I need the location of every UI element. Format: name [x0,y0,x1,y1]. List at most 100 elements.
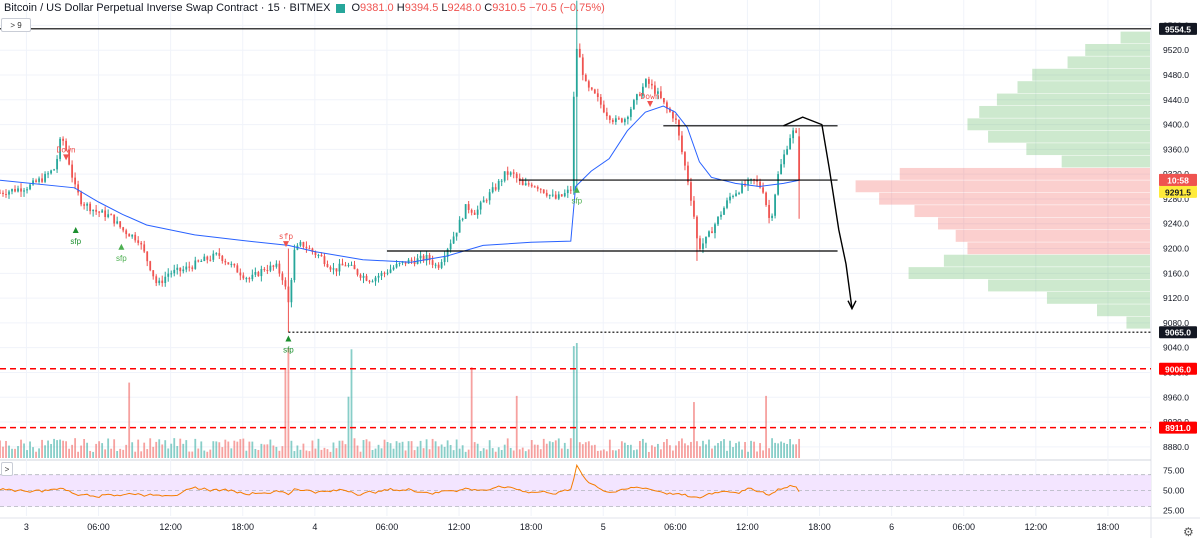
candle-body [635,94,638,101]
volume-bar [224,439,227,458]
candle-body [233,263,236,266]
candle-body [638,94,641,96]
volume-bar [59,439,61,458]
candle-body [38,178,40,182]
candle-body [729,196,731,201]
volume-bar [29,441,31,458]
candle-body [675,118,677,120]
rsi-tick-label: 50.00 [1163,486,1185,496]
volume-bar [362,440,365,458]
candle-body [110,214,113,216]
marker-label: Down [640,92,659,101]
volume-bar [185,440,188,458]
candle-body [89,203,92,212]
volume-bar [473,442,476,458]
volume-bar [729,440,731,458]
volume-bar [116,451,119,458]
volume-bar [251,441,254,458]
volume-bar [332,442,335,458]
volume-bar [542,438,545,458]
candle-body [771,215,773,218]
candle-body [524,183,527,186]
volume-bar [32,447,34,458]
gear-icon[interactable]: ⚙ [1183,525,1194,539]
volume-bar [554,440,557,458]
volume-bar [380,448,383,458]
y-tick-label: 9480.0 [1163,70,1189,80]
vwap-line [0,105,800,263]
volume-bar [723,439,725,458]
candle-body [696,216,698,239]
candle-body [68,149,70,165]
candle-body [530,184,533,187]
volume-bar [290,440,293,458]
volume-bar [0,440,1,458]
volume-bar [771,438,773,458]
x-tick-label: 06:00 [87,522,110,532]
volume-bar [485,449,488,458]
volume-bar [41,439,43,458]
volume-bar [419,440,422,458]
candle-body [780,164,782,175]
volume-bar [173,438,176,458]
price-tag-bg [1159,22,1197,35]
volume-bar [62,440,64,458]
rsi-expand-button[interactable]: > [1,462,13,476]
candle-body [759,181,761,188]
volume-bar [320,449,323,458]
projection-arrow-line [783,116,853,309]
candle-body [795,130,798,133]
volume-bar [669,445,671,458]
candle-body [347,264,350,266]
down-marker [647,101,654,108]
volume-bar [690,441,692,458]
candle-body [191,267,194,269]
volume-bar [515,395,518,458]
candle-body [116,221,119,224]
volume-bar [8,445,10,458]
volume-bar [107,438,110,458]
volume-bar [786,443,788,458]
volume-bar [675,445,677,458]
volume-bar [86,442,89,458]
candle-body [648,79,650,84]
candle-body [440,262,443,268]
candle-body [458,219,461,233]
volume-bar [470,367,473,458]
x-tick-label: 12:00 [159,522,182,532]
rsi-line [0,463,800,499]
candle-body [599,97,602,105]
volume-bar [341,440,344,458]
volume-bar [663,442,665,458]
candle-body [323,256,326,265]
volume-bar [314,448,317,458]
candle-body [783,154,785,165]
volume-bar [407,441,410,458]
candle-body [59,138,61,159]
volume-bar [608,439,611,458]
volume-bar [422,448,425,458]
volume-bar [71,444,74,458]
volume-bar [563,442,566,458]
volume-bar [506,438,509,458]
volume-bar [35,451,37,458]
volume-bar [305,450,308,458]
candle-body [257,272,260,277]
volume-bar [74,438,77,458]
volume-bar [38,448,40,458]
volume-bar [455,439,458,458]
candle-body [413,260,416,264]
x-tick-label: 06:00 [376,522,399,532]
volume-bar [152,446,155,458]
volume-profile-bar [938,217,1150,230]
volume-bar [717,443,719,458]
ohlc-values: O9381.0 H9394.5 L9248.0 C9310.5 −70.5 (−… [351,2,605,14]
candle-body [593,89,596,94]
candle-body [732,195,734,197]
candle-body [410,259,413,261]
indicators-collapse-button[interactable]: > 9 [1,18,31,32]
volume-bar [789,439,792,458]
candle-body [578,48,581,58]
candle-body [275,263,278,267]
